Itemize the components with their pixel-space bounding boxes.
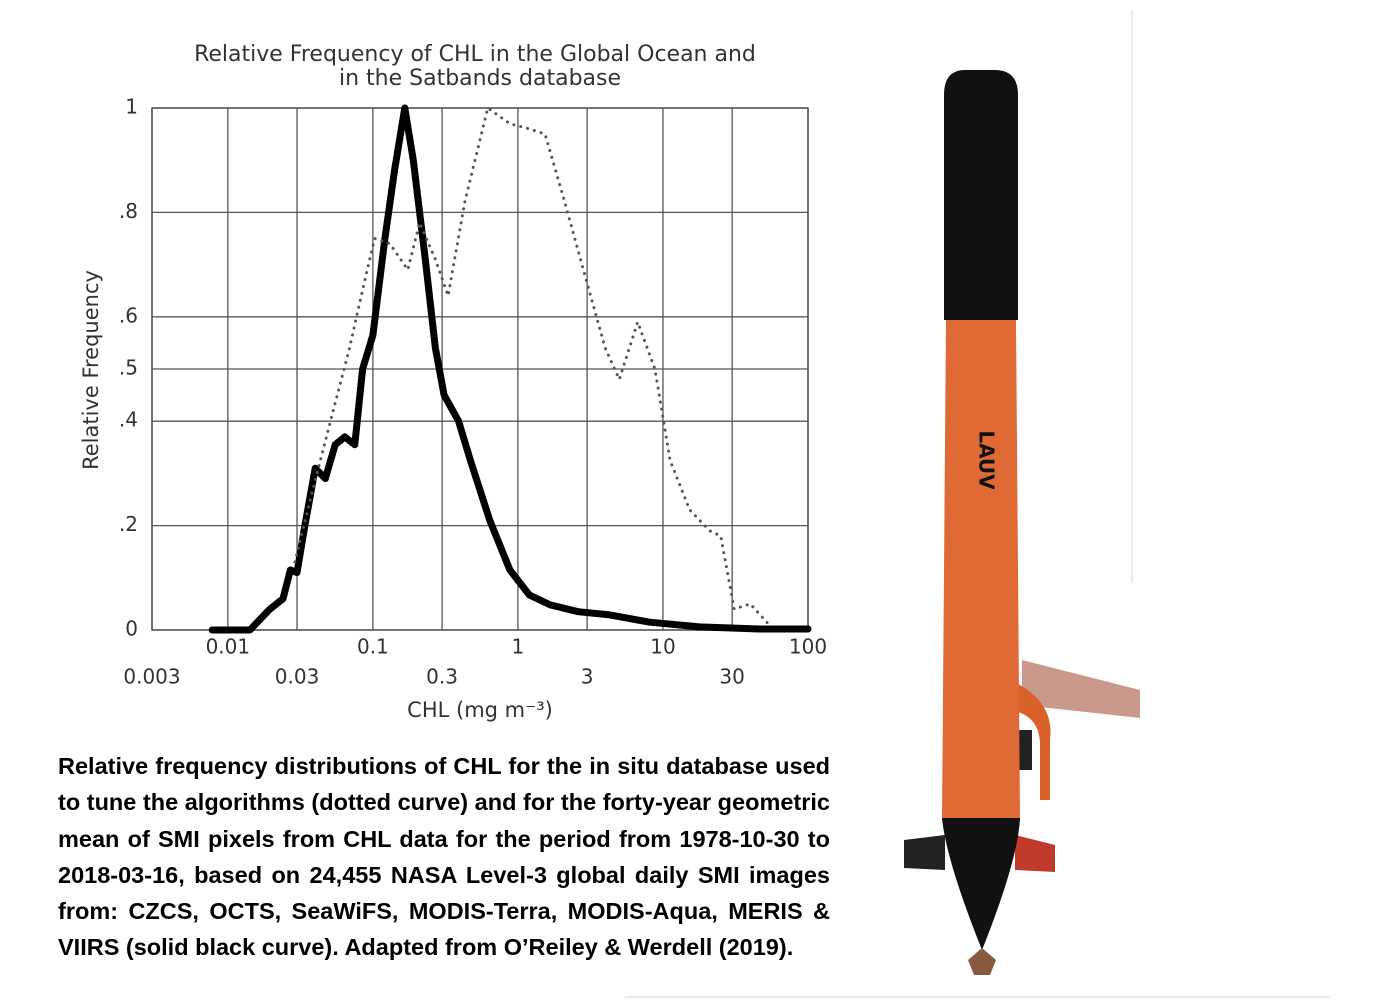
auv-handle bbox=[1010, 680, 1051, 800]
x-tick-label: 0.003 bbox=[123, 665, 180, 689]
caption: Relative frequency distributions of CHL … bbox=[58, 753, 830, 961]
plot-frame bbox=[151, 107, 809, 631]
auv-fin bbox=[904, 835, 945, 870]
auv-logo: LAUV bbox=[975, 430, 999, 490]
auv-nose bbox=[944, 70, 1018, 320]
y-axis-label: Relative Frequency bbox=[79, 270, 103, 470]
chart-title: Relative Frequency of CHL in the Global … bbox=[194, 42, 756, 67]
x-tick-label: 0.3 bbox=[426, 665, 458, 689]
x-tick-label: 0.1 bbox=[357, 635, 389, 659]
x-axis-label: CHL (mg m⁻³) bbox=[407, 698, 553, 722]
y-tick-label: .5 bbox=[119, 356, 138, 380]
y-tick-label: 1 bbox=[125, 95, 138, 119]
data-line bbox=[208, 104, 812, 634]
auv-part bbox=[1018, 730, 1032, 770]
auv-tail bbox=[942, 818, 1020, 950]
x-tick-label: 1 bbox=[512, 635, 525, 659]
x-tick-label: 0.01 bbox=[206, 635, 251, 659]
chart-title: in the Satbands database bbox=[339, 66, 621, 91]
y-tick-label: 0 bbox=[125, 617, 138, 641]
x-tick-label: 10 bbox=[650, 635, 675, 659]
auv-body bbox=[942, 320, 1020, 820]
x-tick-label: 3 bbox=[581, 665, 594, 689]
auv-fin bbox=[1015, 835, 1055, 872]
auv-antenna bbox=[1022, 660, 1140, 718]
y-tick-label: .6 bbox=[119, 303, 138, 327]
x-tick-label: 30 bbox=[719, 665, 744, 689]
y-tick-label: .4 bbox=[119, 408, 138, 432]
data-line bbox=[293, 106, 771, 627]
plot: Relative Frequency of CHL in the Global … bbox=[79, 42, 827, 722]
x-tick-label: 0.03 bbox=[275, 665, 320, 689]
auv-propeller bbox=[968, 948, 996, 975]
y-tick-label: .8 bbox=[119, 199, 138, 223]
y-tick-label: .2 bbox=[119, 512, 138, 536]
x-tick-label: 100 bbox=[789, 635, 827, 659]
auv-photo: LAUV bbox=[904, 70, 1140, 975]
